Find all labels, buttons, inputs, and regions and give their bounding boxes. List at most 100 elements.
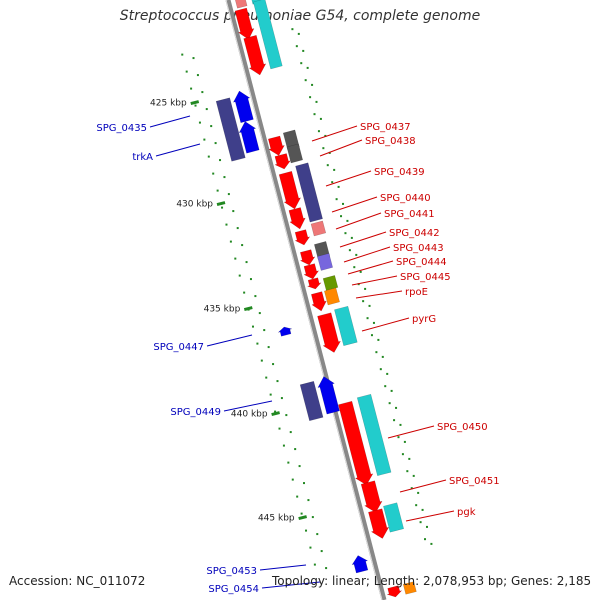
label-spg0445[interactable]: SPG_0445 bbox=[400, 272, 451, 283]
label-spg0442[interactable]: SPG_0442 bbox=[389, 228, 440, 239]
gene-arrow[interactable] bbox=[299, 249, 316, 266]
gene-arrow-spg0451[interactable] bbox=[360, 480, 383, 513]
scale-dot bbox=[313, 563, 316, 566]
label-spg0447[interactable]: SPG_0447 bbox=[153, 342, 204, 353]
gene-arrow[interactable] bbox=[294, 229, 311, 246]
scale-dot bbox=[285, 414, 288, 417]
scale-dot bbox=[269, 393, 272, 396]
label-spg0438[interactable]: SPG_0438 bbox=[365, 136, 416, 147]
gene-arrow[interactable] bbox=[232, 90, 254, 124]
gene-arrow-spg0437[interactable] bbox=[267, 135, 285, 156]
gene-arrow[interactable] bbox=[317, 376, 340, 415]
scale-dot bbox=[304, 79, 307, 82]
gene-arrow-pyrg[interactable] bbox=[317, 312, 342, 353]
label-spg0454[interactable]: SPG_0454 bbox=[208, 584, 259, 595]
label-spg0451[interactable]: SPG_0451 bbox=[449, 476, 500, 487]
scale-label: 445 kbp bbox=[258, 514, 295, 524]
gene-arrow[interactable] bbox=[402, 581, 417, 595]
scale-dot bbox=[282, 444, 285, 447]
label-pgk[interactable]: pgk bbox=[457, 507, 476, 518]
scale-dot bbox=[306, 66, 309, 69]
scale-dot bbox=[294, 448, 297, 451]
gene-arrow-spg0439[interactable] bbox=[278, 170, 302, 210]
gene-arrow-rpoe[interactable] bbox=[322, 275, 339, 291]
scale-dot bbox=[419, 521, 422, 524]
gene-arrow-spg0441[interactable] bbox=[288, 207, 306, 230]
scale-dot bbox=[342, 202, 345, 205]
gene-arrow[interactable] bbox=[310, 291, 327, 312]
gene-arrow[interactable] bbox=[243, 34, 267, 76]
label-spg0450[interactable]: SPG_0450 bbox=[437, 422, 488, 433]
scale-tick bbox=[190, 100, 200, 106]
scale-dot bbox=[337, 185, 340, 188]
scale-dot bbox=[403, 440, 406, 443]
genome-title: Streptococcus pneumoniae G54, complete g… bbox=[119, 8, 481, 24]
scale-dot bbox=[359, 270, 362, 273]
label-spg0440-leader bbox=[331, 196, 378, 213]
gene-arrow[interactable] bbox=[252, 0, 283, 70]
gene-arrow-spg0445[interactable] bbox=[303, 263, 320, 280]
label-spg0437[interactable]: SPG_0437 bbox=[360, 122, 411, 133]
label-spg0440[interactable]: SPG_0440 bbox=[380, 193, 431, 204]
scale-tick bbox=[243, 306, 253, 312]
gene-arrow[interactable] bbox=[306, 277, 322, 290]
gene-arrow[interactable] bbox=[274, 153, 292, 170]
gene-arrow-spg0449[interactable] bbox=[299, 380, 324, 422]
label-rpoe[interactable]: rpoE bbox=[405, 287, 428, 298]
gene-arrow-spg0438[interactable] bbox=[286, 143, 304, 164]
gene-arrow[interactable] bbox=[234, 7, 255, 40]
label-spg0449[interactable]: SPG_0449 bbox=[170, 407, 221, 418]
scale-dot bbox=[291, 28, 294, 31]
label-spg0438-leader bbox=[319, 139, 363, 157]
scale-dot bbox=[366, 317, 369, 320]
label-spg0439[interactable]: SPG_0439 bbox=[374, 167, 425, 178]
topology-text: Topology: linear; Length: 2,078,953 bp; … bbox=[272, 574, 592, 588]
gene-arrow-pgk[interactable] bbox=[368, 508, 390, 539]
label-spg0441[interactable]: SPG_0441 bbox=[384, 209, 435, 220]
scale-dot bbox=[390, 389, 393, 392]
scale-dot bbox=[291, 478, 294, 481]
gene-arrow[interactable] bbox=[383, 502, 405, 533]
label-trka-leader bbox=[155, 143, 201, 157]
label-spg0439-leader bbox=[325, 170, 372, 187]
label-spg0443[interactable]: SPG_0443 bbox=[393, 243, 444, 254]
label-spg0451-leader bbox=[399, 479, 447, 493]
scale-dot bbox=[194, 104, 197, 107]
scale-dot bbox=[320, 550, 323, 553]
gene-arrow-spg0444[interactable] bbox=[317, 253, 334, 271]
scale-dot bbox=[216, 189, 219, 192]
gene-arrow-spg0453[interactable] bbox=[351, 555, 369, 574]
gene-arrow[interactable] bbox=[235, 0, 248, 9]
scale-dot bbox=[214, 142, 217, 145]
scale-dot bbox=[415, 504, 418, 507]
gene-arrow[interactable] bbox=[356, 393, 392, 477]
gene-arrow[interactable] bbox=[323, 287, 340, 306]
scale-dot bbox=[295, 45, 298, 48]
scale-dot bbox=[331, 181, 334, 184]
label-spg0447-leader bbox=[206, 334, 253, 347]
scale-dot bbox=[386, 372, 389, 375]
scale-dot bbox=[388, 402, 391, 405]
label-spg0435[interactable]: SPG_0435 bbox=[96, 123, 147, 134]
gene-arrow-spg0442[interactable] bbox=[310, 220, 327, 237]
gene-arrow[interactable] bbox=[334, 305, 358, 347]
scale-dot bbox=[410, 487, 413, 490]
scale-dot bbox=[346, 219, 349, 222]
gene-arrow-spg0450[interactable] bbox=[338, 400, 374, 486]
label-pyrg[interactable]: pyrG bbox=[412, 314, 436, 325]
scale-dot bbox=[340, 215, 343, 218]
scale-dot bbox=[256, 342, 259, 345]
scale-dot bbox=[333, 168, 336, 171]
gene-arrow-spg0440[interactable] bbox=[295, 162, 323, 223]
gene-arrow-spg0435[interactable] bbox=[215, 97, 246, 162]
scale-dot bbox=[377, 338, 380, 341]
gene-arrow[interactable] bbox=[386, 585, 403, 598]
scale-dot bbox=[225, 223, 228, 226]
label-spg0444[interactable]: SPG_0444 bbox=[396, 257, 447, 268]
gene-arrow-spg0447[interactable] bbox=[278, 326, 292, 337]
label-trka[interactable]: trkA bbox=[132, 152, 153, 163]
gene-arrow-trka[interactable] bbox=[238, 121, 260, 154]
label-spg0453[interactable]: SPG_0453 bbox=[206, 566, 257, 577]
